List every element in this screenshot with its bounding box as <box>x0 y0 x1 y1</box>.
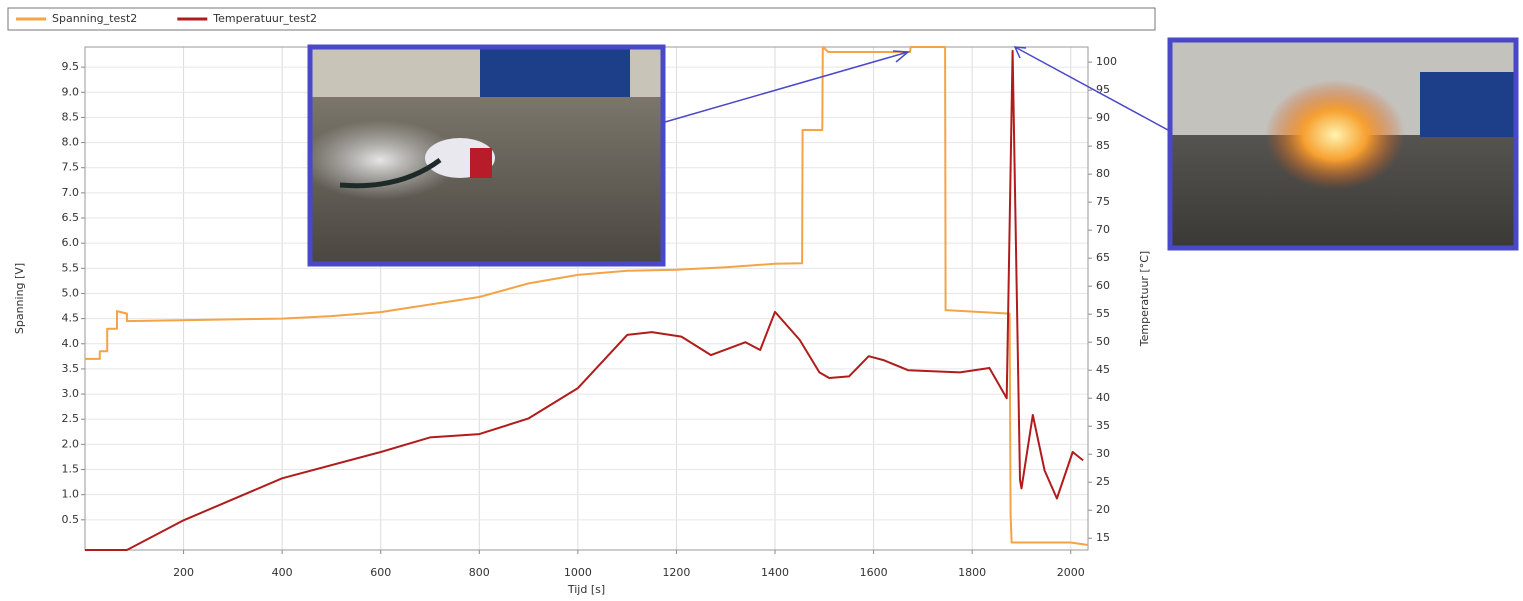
y-tick-label: 4.5 <box>62 312 80 325</box>
y2-tick-label: 80 <box>1096 167 1110 180</box>
legend-label: Spanning_test2 <box>52 12 137 25</box>
photo-left <box>300 47 663 264</box>
y-tick-label: 2.0 <box>62 437 80 450</box>
x-tick-label: 1800 <box>958 566 986 579</box>
y-tick-label: 9.5 <box>62 60 80 73</box>
y2-tick-label: 30 <box>1096 447 1110 460</box>
chart: 200 400 600 800 1000 1200 1400 1600 1800 2000 0.5 1… <box>0 0 1523 601</box>
legend-label: Temperatuur_test2 <box>212 12 317 25</box>
y2-tick-label: 100 <box>1096 55 1117 68</box>
y-tick-label: 7.0 <box>62 186 80 199</box>
y2-tick-label: 15 <box>1096 531 1110 544</box>
x-tick-label: 1000 <box>564 566 592 579</box>
x-tick-label: 200 <box>173 566 194 579</box>
y-tick-label: 1.0 <box>62 488 80 501</box>
y2-tick-label: 85 <box>1096 139 1110 152</box>
photo-right <box>1170 40 1516 248</box>
y-tick-label: 2.5 <box>62 412 80 425</box>
x-tick-label: 1600 <box>860 566 888 579</box>
y2-tick-label: 40 <box>1096 391 1110 404</box>
y2-tick-label: 25 <box>1096 475 1110 488</box>
y2-tick-label: 90 <box>1096 111 1110 124</box>
y2-tick-label: 60 <box>1096 279 1110 292</box>
y-tick-label: 7.5 <box>62 161 80 174</box>
x-tick-label: 800 <box>469 566 490 579</box>
y-tick-label: 8.5 <box>62 110 80 123</box>
x-tick-label: 1200 <box>662 566 690 579</box>
x-tick-label: 1400 <box>761 566 789 579</box>
y-tick-label: 3.5 <box>62 362 80 375</box>
y2-tick-label: 65 <box>1096 251 1110 264</box>
y-tick-label: 6.5 <box>62 211 80 224</box>
y-tick-label: 1.5 <box>62 463 80 476</box>
y-tick-label: 9.0 <box>62 85 80 98</box>
x-axis-label: Tijd [s] <box>567 583 605 596</box>
y2-tick-label: 70 <box>1096 223 1110 236</box>
x-tick-label: 400 <box>272 566 293 579</box>
y-tick-label: 4.0 <box>62 337 80 350</box>
y-tick-label: 5.5 <box>62 261 80 274</box>
y2-tick-label: 75 <box>1096 195 1110 208</box>
x-tick-label: 600 <box>370 566 391 579</box>
y-tick-label: 3.0 <box>62 387 80 400</box>
y2-tick-label: 45 <box>1096 363 1110 376</box>
y2-tick-label: 55 <box>1096 307 1110 320</box>
y2-tick-label: 20 <box>1096 503 1110 516</box>
y-axis-label: Spanning [V] <box>13 263 26 334</box>
y-tick-label: 5.0 <box>62 286 80 299</box>
y2-tick-label: 35 <box>1096 419 1110 432</box>
y-tick-label: 0.5 <box>62 513 80 526</box>
y-tick-label: 6.0 <box>62 236 80 249</box>
x-tick-label: 2000 <box>1057 566 1085 579</box>
y2-tick-label: 50 <box>1096 335 1110 348</box>
y-tick-label: 8.0 <box>62 136 80 149</box>
y2-axis-label: Temperatuur [°C] <box>1138 251 1151 347</box>
